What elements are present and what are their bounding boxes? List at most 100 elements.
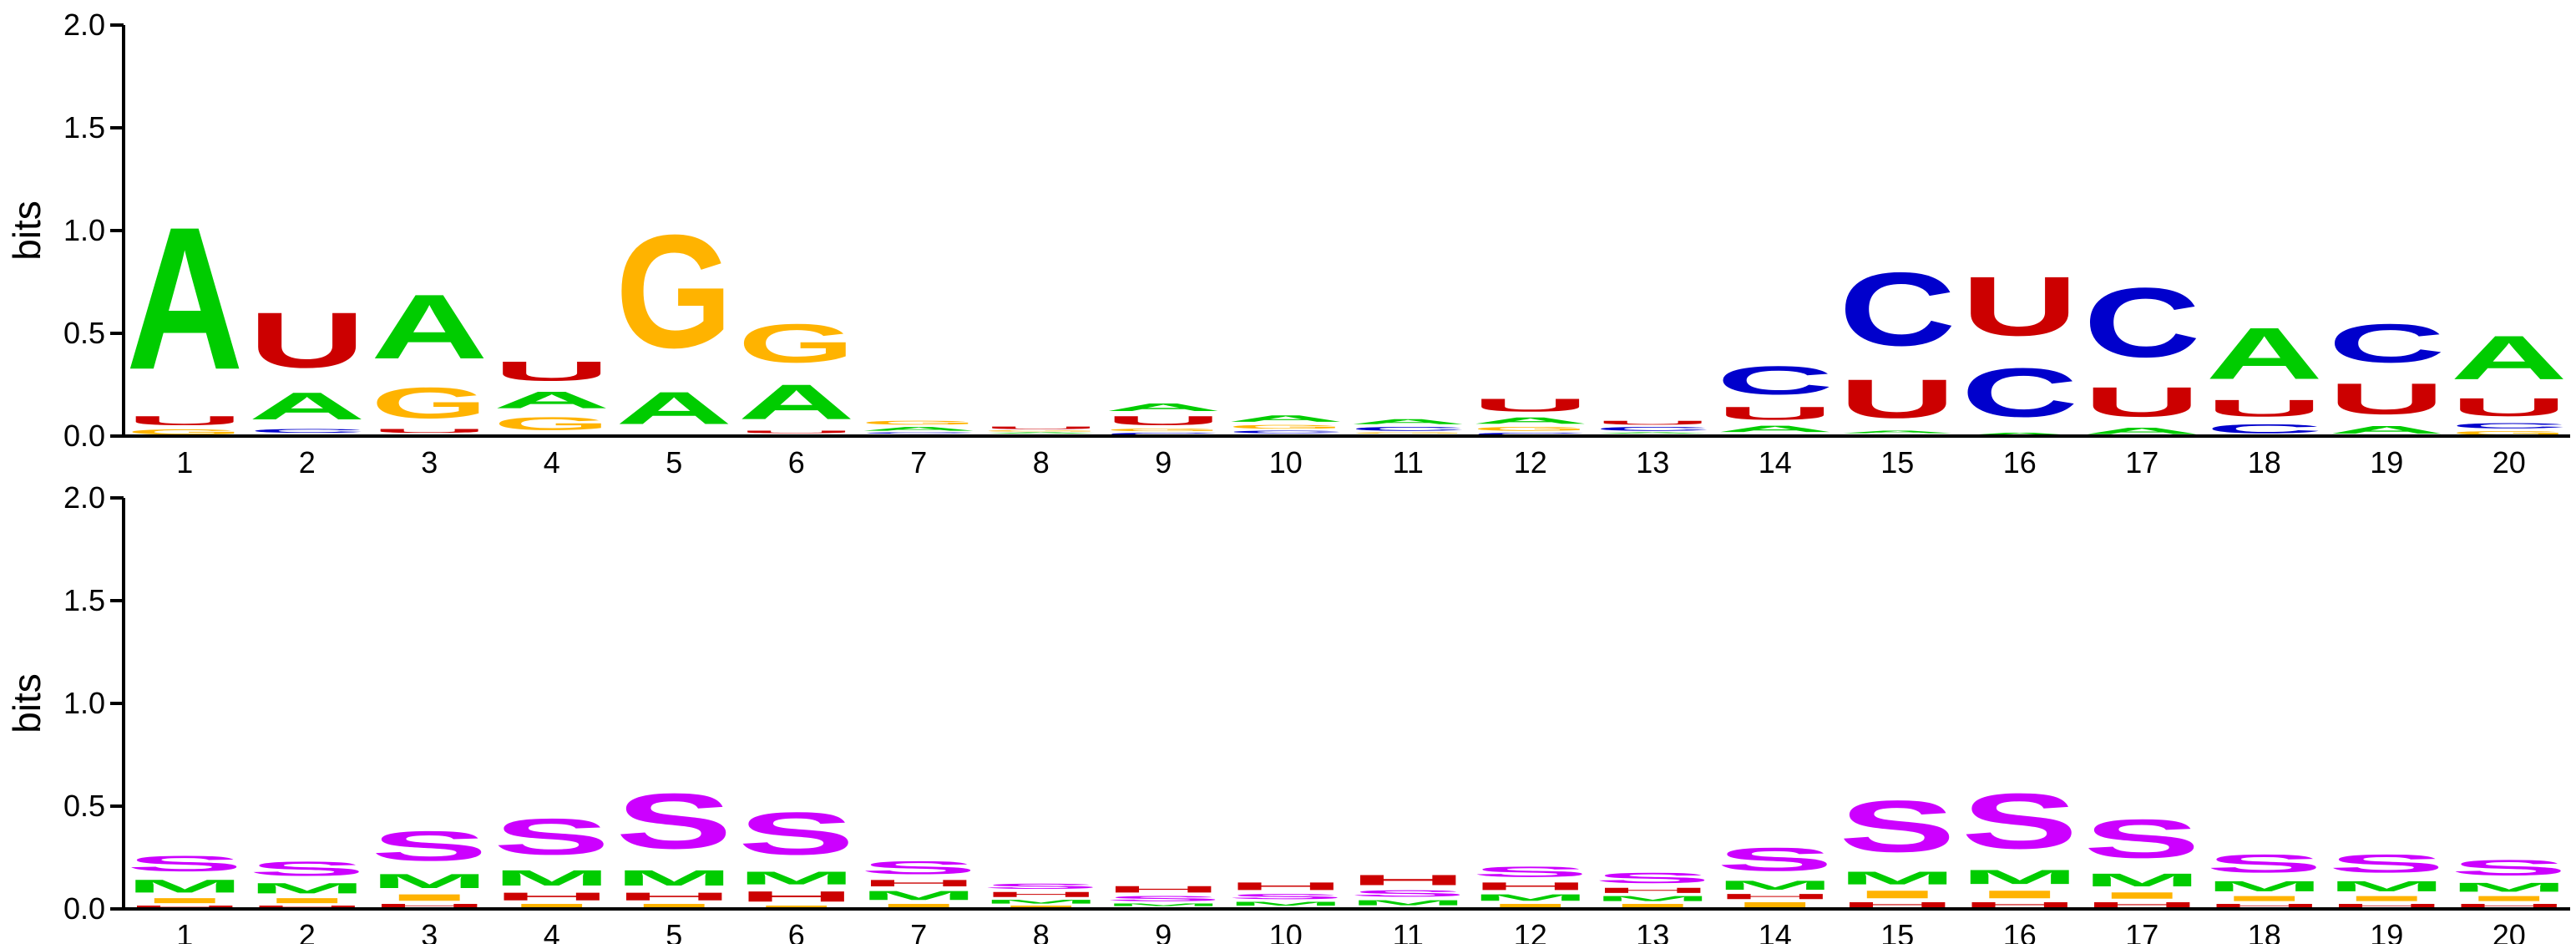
logo-letter-A: A: [1594, 432, 1711, 434]
logo-letter-A: A: [860, 426, 977, 432]
letter-stacks: HIMSHIMSHIMSIHMSIHMSIHMSIMHSIMHSIMSHIMSH…: [126, 777, 2568, 909]
logo-letter-G: G: [860, 419, 977, 425]
logo-letter-M: M: [1717, 878, 1834, 892]
logo-letter-M: M: [2206, 878, 2323, 895]
logo-letter-S: S: [1349, 888, 1466, 898]
logo-letter-A: A: [1472, 415, 1589, 425]
logo-letter-G: G: [983, 430, 1100, 432]
nucleotide-logo-panel: 0.00.51.01.52.0 bits GUAGCAUCUGACGAUUAGC…: [5, 8, 2570, 480]
logo-letter-C: C: [1105, 432, 1222, 436]
x-tick-label: 11: [1393, 445, 1424, 480]
logo-letter-S: S: [2328, 850, 2446, 878]
x-tick-label: 6: [788, 445, 805, 480]
logo-letter-I: I: [1717, 901, 1834, 909]
logo-letter-M: M: [860, 888, 977, 902]
logo-letter-A: A: [1105, 401, 1222, 414]
y-axis-title: bits: [5, 200, 48, 261]
logo-letter-A: A: [371, 276, 488, 378]
logo-letter-H: H: [2083, 901, 2200, 909]
logo-letter-S: S: [860, 857, 977, 878]
x-tick-label: 16: [2003, 445, 2037, 480]
logo-letter-G: G: [126, 428, 243, 436]
logo-letter-M: M: [249, 881, 366, 897]
logo-letter-S: S: [1594, 870, 1711, 886]
logo-letter-C: C: [1839, 251, 1956, 368]
logo-letter-G: G: [1472, 426, 1589, 432]
logo-letter-C: C: [1227, 430, 1345, 434]
logo-letter-U: U: [2328, 374, 2445, 424]
logo-letter-I: I: [126, 896, 243, 905]
logo-letter-C: C: [1349, 426, 1466, 432]
logo-letter-H: H: [1105, 884, 1222, 894]
logo-letter-H: H: [1472, 881, 1590, 893]
x-tick-label: 9: [1155, 445, 1172, 480]
logo-letter-C: C: [860, 432, 977, 434]
x-tick-label: 15: [1880, 445, 1914, 480]
logo-letter-S: S: [1472, 864, 1589, 881]
x-tick-label: 20: [2492, 445, 2526, 480]
logo-letter-S: S: [983, 882, 1101, 891]
logo-letter-M: M: [493, 865, 610, 890]
logo-letter-U: U: [493, 356, 611, 387]
logo-letter-U: U: [738, 430, 856, 434]
logo-letter-H: H: [615, 891, 733, 903]
y-tick-label: 2.0: [63, 8, 105, 42]
logo-letter-H: H: [1717, 892, 1834, 901]
logo-letter-A: A: [738, 374, 855, 429]
logo-letter-H: H: [1349, 872, 1466, 889]
x-tick-label: 5: [666, 445, 682, 480]
logo-letter-U: U: [249, 297, 367, 384]
x-tick-label: 17: [2125, 918, 2158, 944]
logo-letter-M: M: [2451, 881, 2568, 895]
logo-letter-S: S: [2451, 855, 2568, 880]
logo-letter-M: M: [126, 876, 243, 896]
logo-letter-H: H: [1227, 881, 1345, 893]
letter-stack: UGCA: [1349, 418, 1466, 436]
y-tick-label: 1.5: [63, 583, 105, 617]
logo-letter-C: C: [1594, 426, 1711, 432]
x-tick-label: 19: [2370, 445, 2403, 480]
logo-letter-U: U: [2206, 395, 2323, 422]
logo-letter-M: M: [371, 870, 488, 892]
logo-letter-H: H: [126, 905, 244, 909]
logo-letter-M: M: [1349, 899, 1466, 907]
y-tick-label: 1.0: [63, 686, 105, 720]
logo-letter-I: I: [983, 905, 1100, 909]
logo-letter-H: H: [1594, 886, 1711, 895]
logo-letter-G: G: [493, 414, 610, 434]
x-tick-label: 3: [421, 445, 438, 480]
x-tick-label: 17: [2125, 445, 2158, 480]
logo-letter-A: A: [1227, 414, 1344, 424]
x-tick-label: 2: [299, 918, 316, 944]
letter-stack: GUA: [126, 184, 243, 436]
x-tick-label: 10: [1269, 918, 1303, 944]
logo-letter-I: I: [1839, 888, 1956, 901]
logo-letter-I: I: [371, 892, 488, 902]
logo-letter-A: A: [249, 384, 366, 428]
x-tick-label: 9: [1155, 918, 1172, 944]
logo-letter-A: A: [493, 387, 610, 414]
x-tick-label: 4: [544, 918, 560, 944]
logo-letter-U: U: [1105, 414, 1222, 428]
logo-letter-I: I: [2206, 895, 2323, 903]
logo-letter-S: S: [2083, 809, 2200, 870]
logo-letter-H: H: [2328, 903, 2445, 909]
logo-letter-S: S: [249, 857, 367, 880]
logo-letter-S: S: [371, 823, 488, 870]
